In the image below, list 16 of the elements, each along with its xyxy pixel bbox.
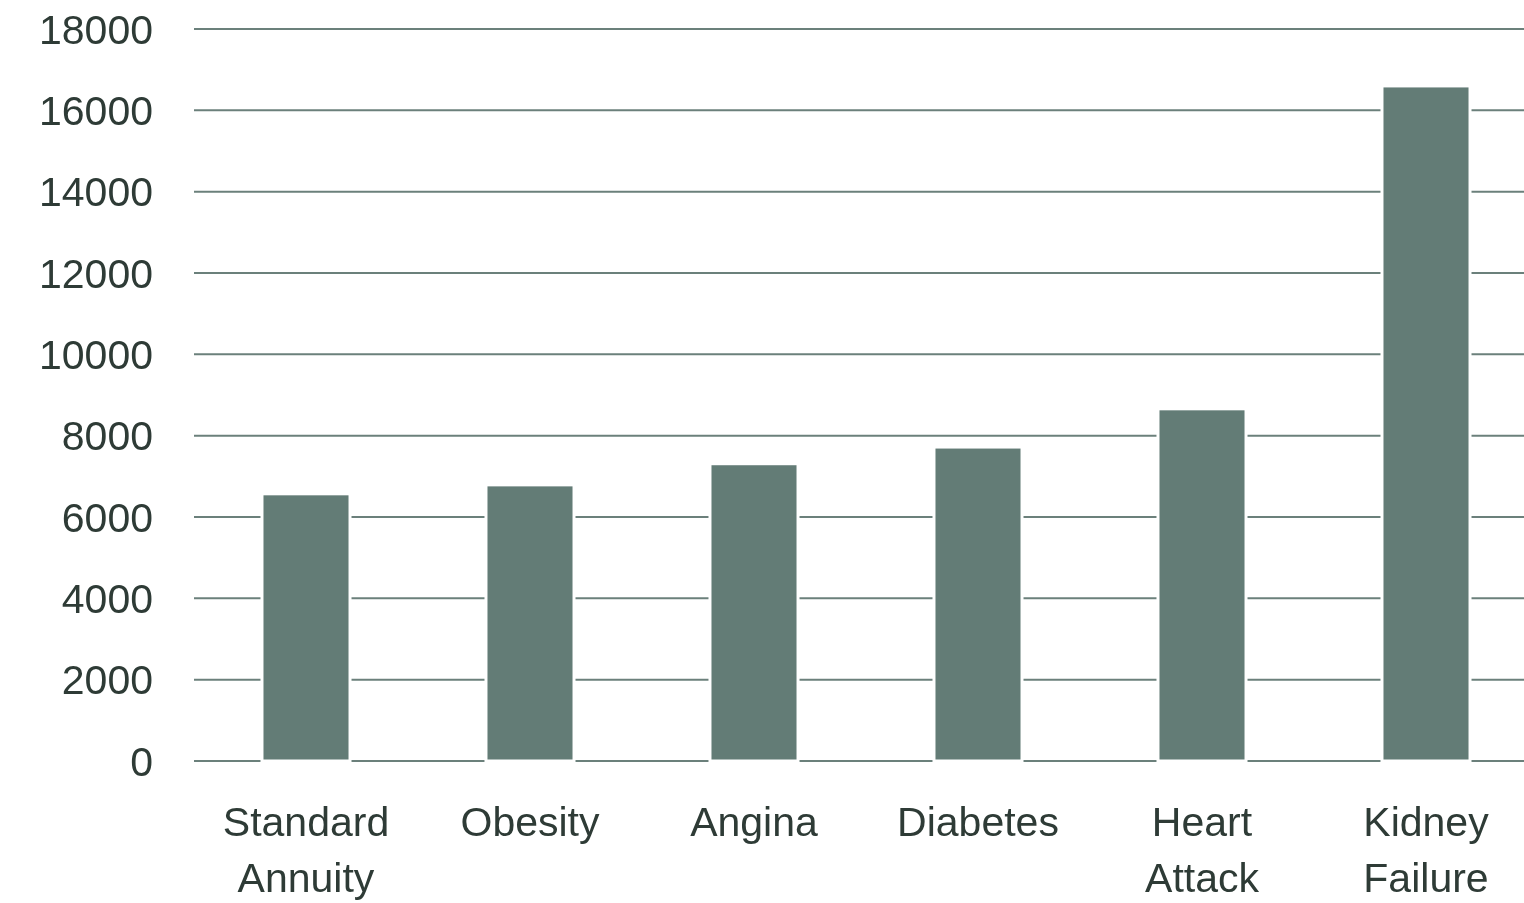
y-tick-label: 2000: [61, 657, 153, 704]
y-tick-label: 14000: [38, 169, 153, 216]
x-tick-label: Kidney Failure: [1363, 799, 1490, 901]
y-tick-label: 8000: [61, 413, 153, 460]
x-tick-label: Obesity: [460, 799, 600, 845]
y-tick-label: 18000: [38, 6, 153, 53]
x-tick-label: Angina: [690, 799, 819, 845]
y-tick-label: 6000: [61, 494, 153, 541]
y-tick-label: 16000: [38, 88, 153, 135]
y-tick-label: 12000: [38, 250, 153, 297]
x-tick-label: Standard Annuity: [222, 799, 390, 901]
y-tick-label: 0: [130, 738, 153, 785]
x-tick-label: Diabetes: [897, 799, 1059, 845]
x-tick-label: Heart Attack: [1145, 799, 1260, 901]
y-tick-label: 10000: [38, 332, 153, 379]
y-tick-label: 4000: [61, 576, 153, 623]
